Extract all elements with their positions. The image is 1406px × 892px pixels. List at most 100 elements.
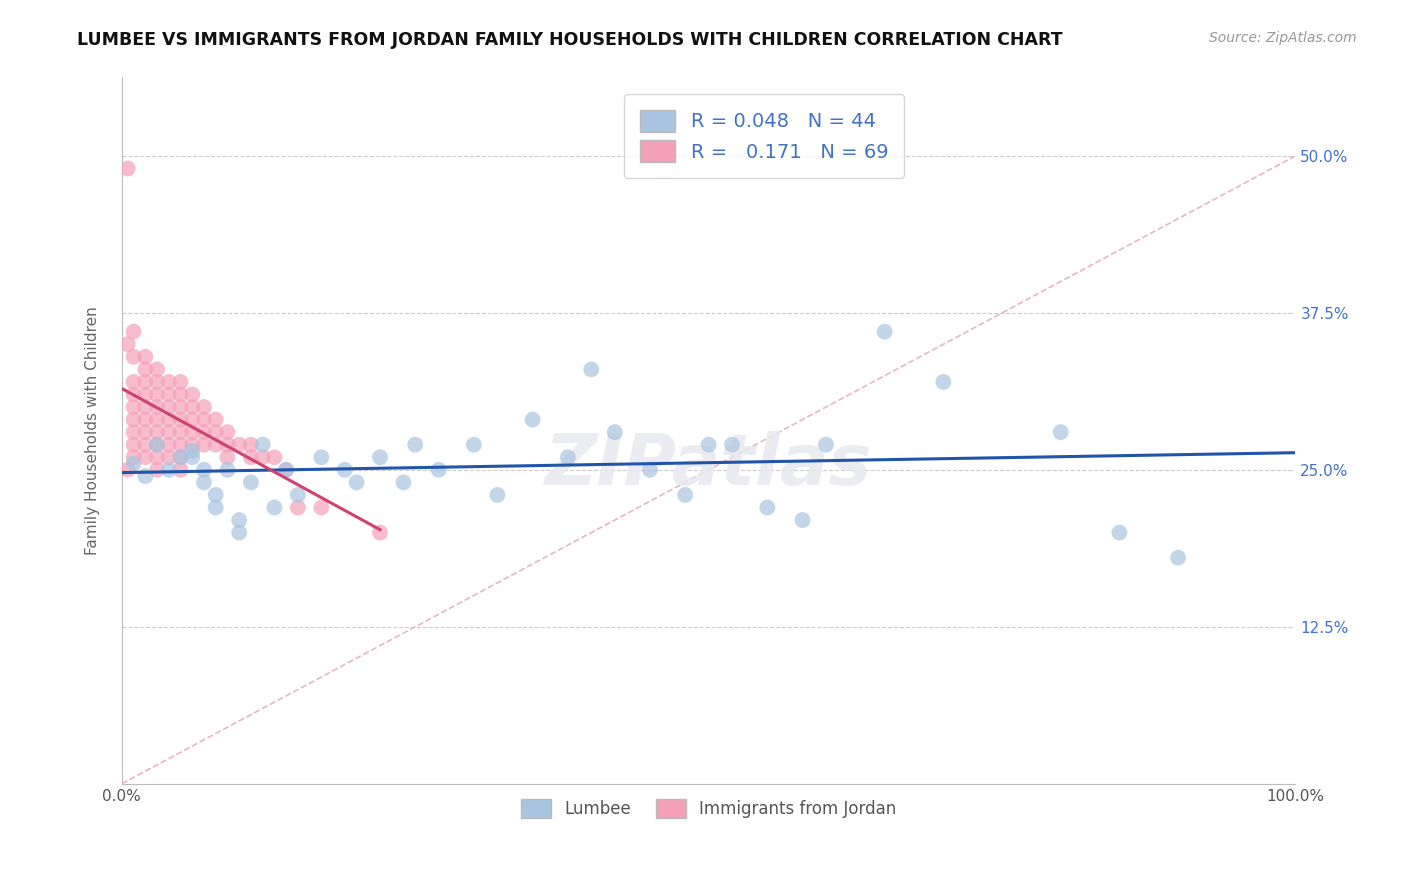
Point (697, 438, 720, 452)
Point (721, 438, 744, 452)
Point (181, 412, 204, 426)
Point (122, 375, 145, 389)
Point (157, 425, 180, 439)
Point (276, 463, 298, 477)
Point (157, 387, 180, 401)
Point (181, 400, 204, 414)
Point (463, 438, 485, 452)
Point (368, 450, 391, 465)
Point (122, 387, 145, 401)
Point (146, 412, 169, 426)
Point (169, 400, 191, 414)
Point (814, 438, 837, 452)
Point (146, 425, 169, 439)
Point (311, 450, 333, 465)
Point (157, 400, 180, 414)
Point (252, 450, 274, 465)
Point (134, 412, 156, 426)
Point (792, 513, 814, 527)
Point (181, 387, 204, 401)
Point (239, 450, 262, 465)
Point (263, 500, 285, 515)
Point (169, 450, 191, 465)
Point (122, 325, 145, 339)
Point (368, 525, 391, 540)
Point (217, 463, 239, 477)
Point (333, 463, 356, 477)
Point (146, 438, 169, 452)
Point (134, 375, 156, 389)
Point (193, 438, 215, 452)
Point (193, 412, 215, 426)
Point (204, 425, 226, 439)
Point (193, 475, 215, 490)
Point (228, 438, 250, 452)
Point (146, 375, 169, 389)
Point (146, 362, 169, 376)
Point (204, 438, 226, 452)
Point (146, 463, 169, 477)
Point (263, 450, 285, 465)
Point (122, 350, 145, 364)
Point (169, 438, 191, 452)
Y-axis label: Family Households with Children: Family Households with Children (86, 306, 100, 555)
Point (134, 387, 156, 401)
Point (157, 450, 180, 465)
Point (287, 488, 309, 502)
Point (169, 387, 191, 401)
Point (193, 400, 215, 414)
Point (134, 362, 156, 376)
Point (146, 400, 169, 414)
Point (522, 412, 544, 426)
Point (117, 463, 139, 477)
Point (134, 469, 156, 483)
Point (217, 438, 239, 452)
Point (1167, 550, 1189, 565)
Text: ZIPatlas: ZIPatlas (546, 432, 872, 500)
Point (204, 500, 226, 515)
Point (157, 438, 180, 452)
Point (122, 450, 145, 465)
Point (756, 500, 779, 515)
Point (146, 438, 169, 452)
Point (392, 475, 415, 490)
Point (239, 475, 262, 490)
Point (117, 337, 139, 351)
Point (204, 412, 226, 426)
Point (1049, 425, 1071, 439)
Point (404, 438, 426, 452)
Point (146, 387, 169, 401)
Point (169, 375, 191, 389)
Point (217, 425, 239, 439)
Point (486, 488, 509, 502)
Point (169, 425, 191, 439)
Point (134, 400, 156, 414)
Point (276, 463, 298, 477)
Point (204, 488, 226, 502)
Point (157, 463, 180, 477)
Point (427, 463, 450, 477)
Point (169, 463, 191, 477)
Point (603, 425, 626, 439)
Point (169, 450, 191, 465)
Point (581, 362, 603, 376)
Point (1108, 525, 1130, 540)
Point (673, 488, 696, 502)
Point (346, 475, 368, 490)
Point (157, 375, 180, 389)
Point (193, 463, 215, 477)
Point (157, 412, 180, 426)
Point (193, 425, 215, 439)
Point (169, 412, 191, 426)
Point (311, 500, 333, 515)
Point (117, 161, 139, 176)
Point (122, 412, 145, 426)
Point (228, 513, 250, 527)
Point (122, 457, 145, 471)
Point (181, 450, 204, 465)
Point (557, 450, 579, 465)
Point (122, 425, 145, 439)
Point (134, 425, 156, 439)
Point (181, 444, 204, 458)
Point (638, 463, 661, 477)
